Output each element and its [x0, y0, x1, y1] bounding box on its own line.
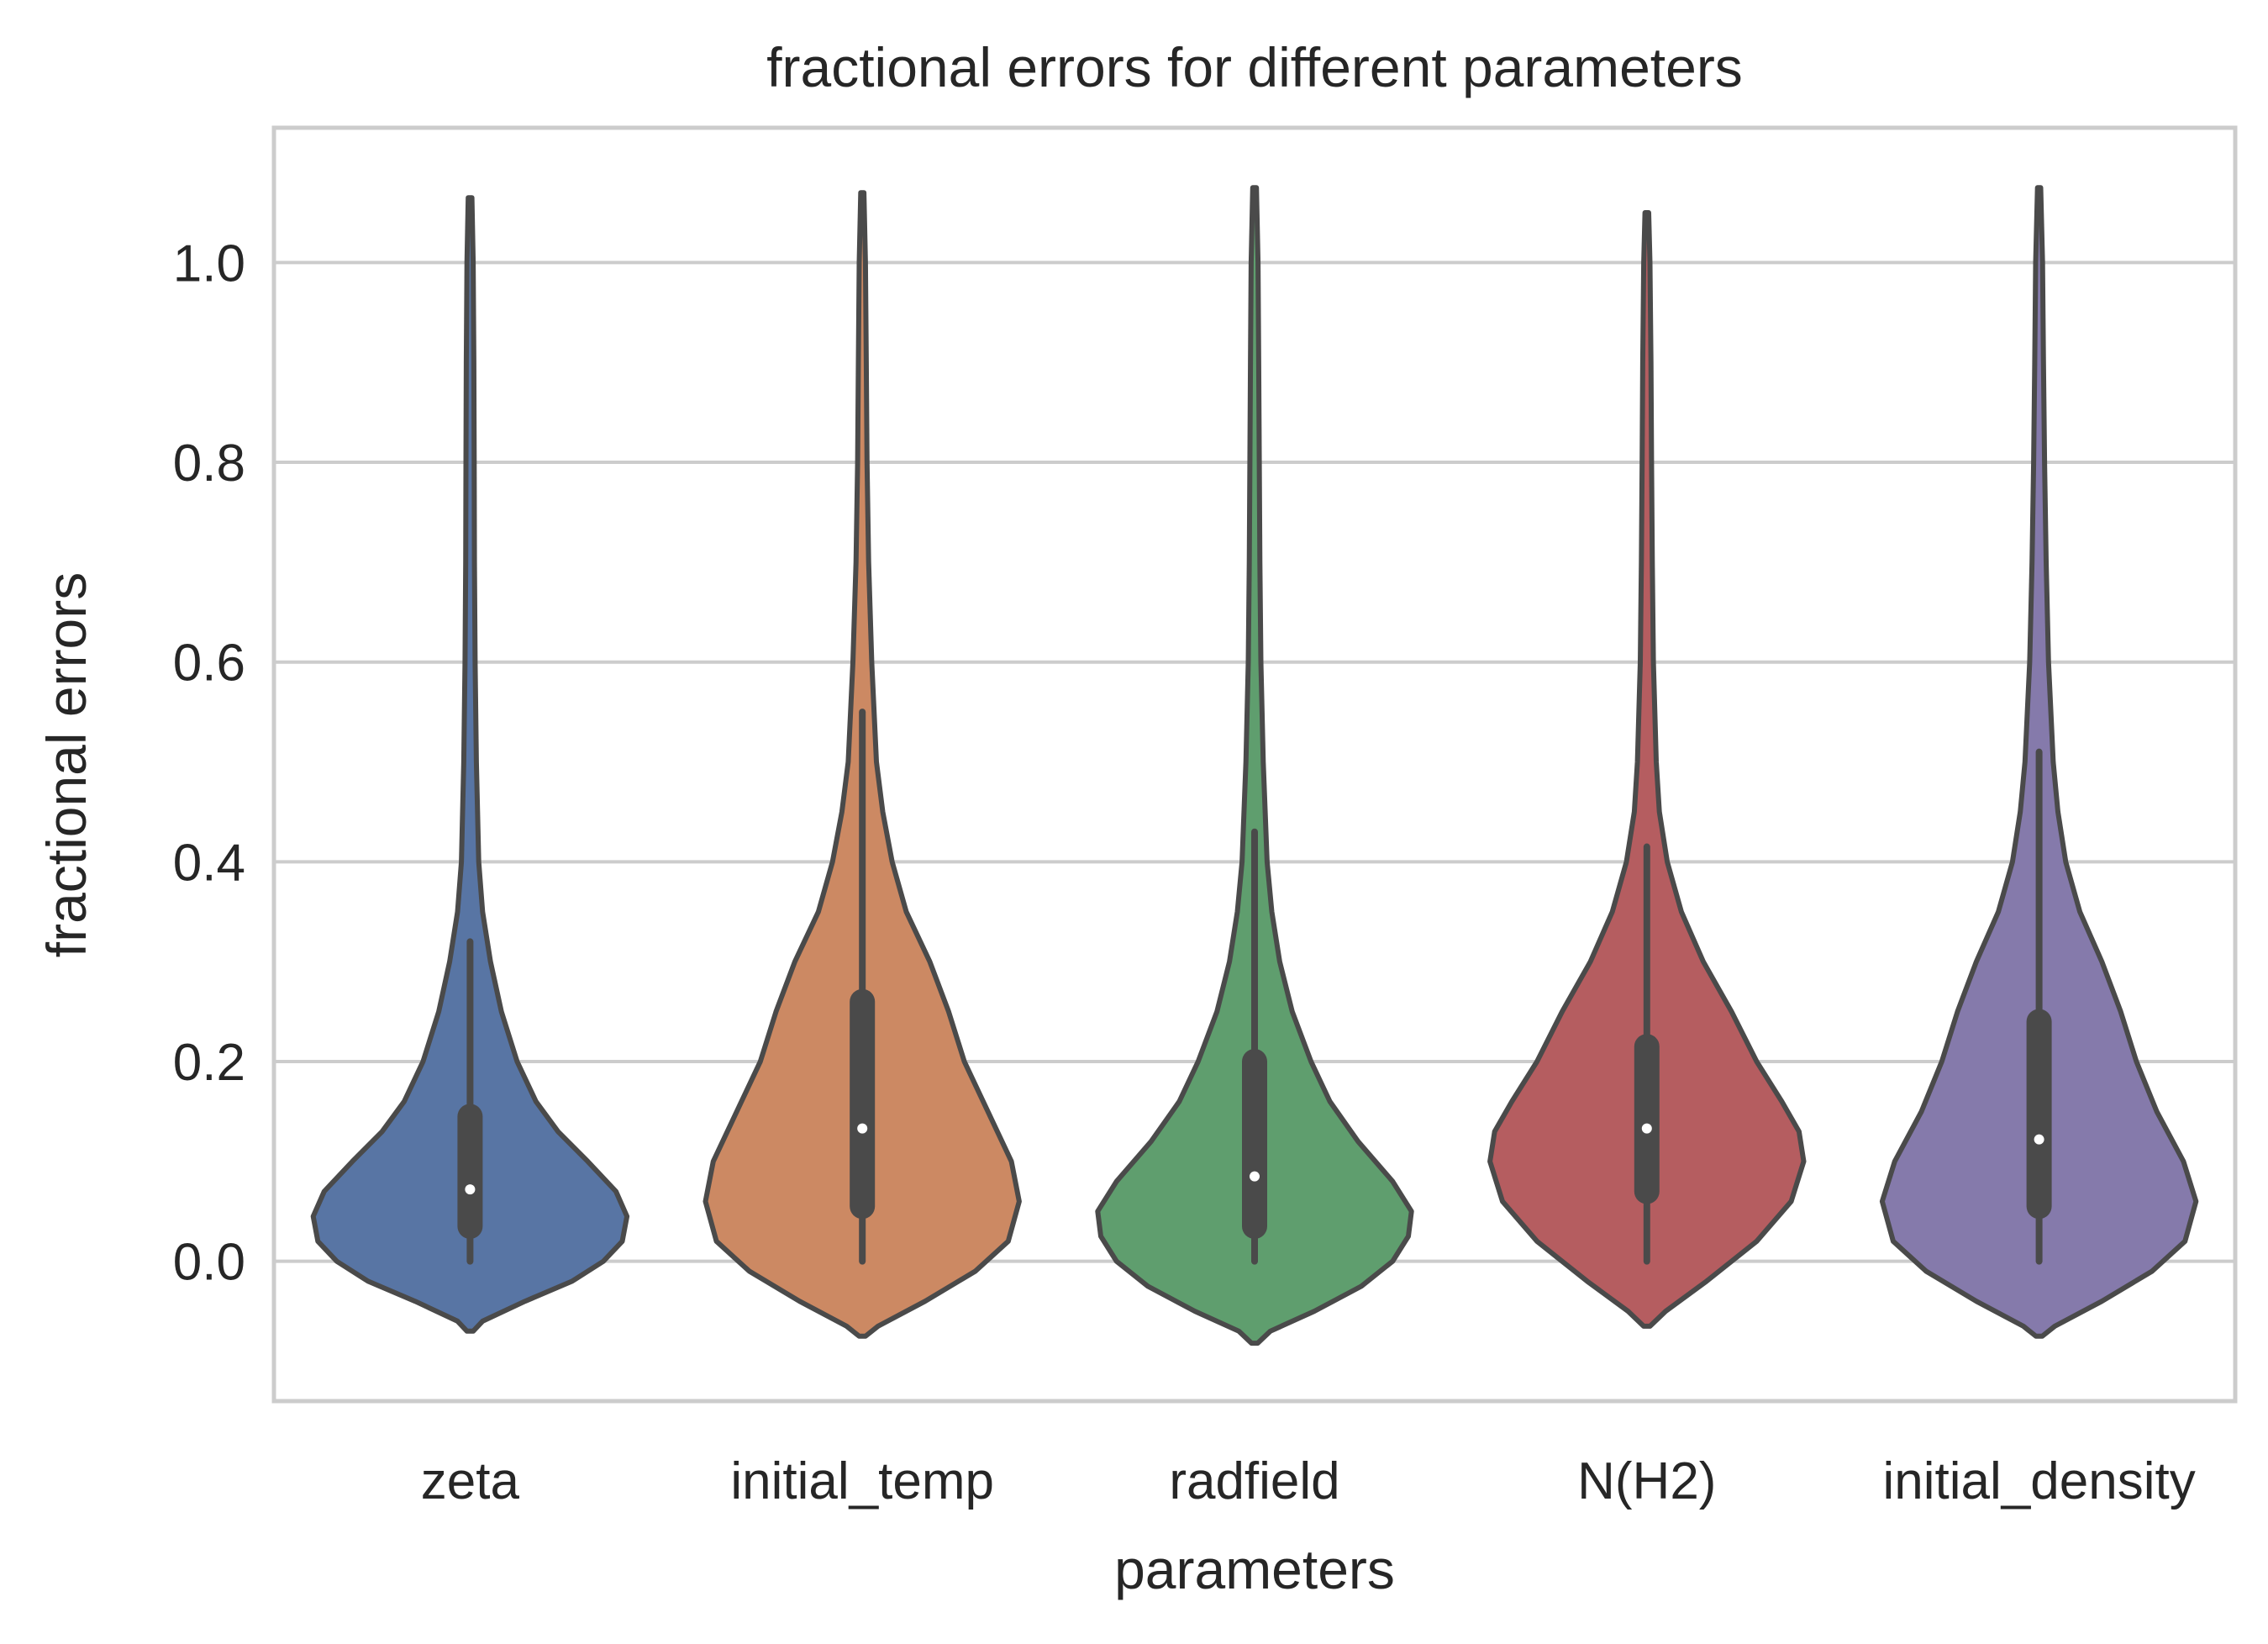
- violin-body: [1095, 185, 1414, 1346]
- y-tick-label: 0.4: [173, 834, 245, 892]
- violin-median-dot: [2034, 1134, 2044, 1145]
- y-axis-label: fractional errors: [35, 572, 97, 958]
- violin-body: [310, 195, 630, 1334]
- violin-0: [310, 195, 630, 1334]
- violin-1: [703, 190, 1022, 1339]
- violin-body: [1487, 210, 1807, 1329]
- violin-median-dot: [1641, 1123, 1652, 1134]
- violins: [310, 185, 2199, 1346]
- y-tick-label: 0.6: [173, 635, 245, 693]
- chart-title: fractional errors for different paramete…: [766, 36, 1743, 98]
- y-tick-label: 0.0: [173, 1234, 245, 1292]
- y-tick-label: 0.2: [173, 1034, 245, 1092]
- x-tick-label: N(H2): [1577, 1452, 1716, 1510]
- violin-4: [1879, 185, 2199, 1339]
- violin-2: [1095, 185, 1414, 1346]
- y-tick-labels: 0.0 0.2 0.4 0.6 0.8 1.0: [173, 234, 245, 1291]
- violin-median-dot: [465, 1184, 476, 1195]
- x-tick-label: initial_density: [1882, 1452, 2195, 1510]
- plot-frame: [271, 125, 2238, 1404]
- x-axis-label: parameters: [1114, 1538, 1395, 1600]
- y-tick-label: 0.8: [173, 435, 245, 493]
- x-tick-labels: zeta initial_temp radfield N(H2) initial_den…: [421, 1452, 2196, 1510]
- x-tick-label: radfield: [1169, 1452, 1339, 1510]
- violin-median-dot: [857, 1123, 868, 1134]
- violin-median-dot: [1250, 1171, 1260, 1182]
- x-tick-label: initial_temp: [730, 1452, 994, 1510]
- violin-3: [1487, 210, 1807, 1329]
- x-tick-label: zeta: [421, 1452, 520, 1510]
- y-tick-label: 1.0: [173, 234, 245, 292]
